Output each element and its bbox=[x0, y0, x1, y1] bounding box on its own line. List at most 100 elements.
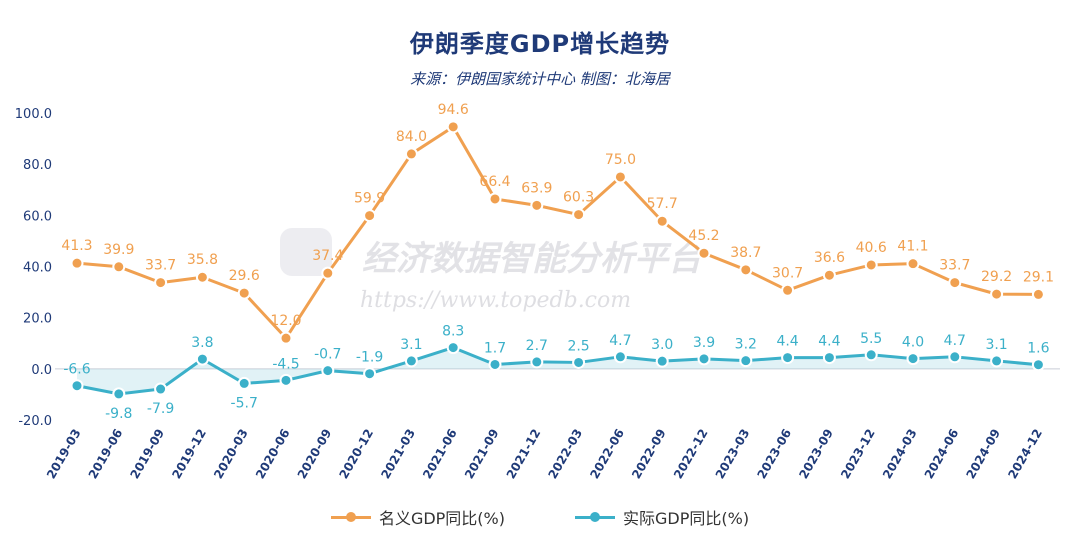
real-data-label: -4.5 bbox=[272, 356, 299, 372]
real-point bbox=[990, 354, 1004, 368]
nominal-data-label: 57.7 bbox=[647, 196, 678, 212]
nominal-point bbox=[655, 214, 669, 228]
real-data-label: 8.3 bbox=[442, 324, 464, 340]
nominal-point bbox=[613, 170, 627, 184]
legend: 名义GDP同比(%) 实际GDP同比(%) bbox=[0, 505, 1080, 529]
real-data-label: 1.6 bbox=[1027, 341, 1049, 357]
real-data-label: 3.0 bbox=[651, 337, 673, 353]
real-area-fill bbox=[77, 347, 1039, 394]
real-point bbox=[488, 357, 502, 371]
nominal-point bbox=[530, 198, 544, 212]
x-tick-label: 2021-09 bbox=[462, 427, 502, 482]
x-tick-label: 2023-12 bbox=[838, 427, 878, 482]
real-data-label: 3.8 bbox=[191, 335, 213, 351]
watermark-logo bbox=[280, 228, 332, 276]
real-data-label: 3.1 bbox=[985, 337, 1007, 353]
chart-subtitle: 来源：伊朗国家统计中心 制图：北海居 bbox=[410, 70, 670, 88]
x-tick-label: 2020-03 bbox=[211, 427, 251, 482]
nominal-point bbox=[990, 287, 1004, 301]
x-tick-label: 2024-12 bbox=[1005, 427, 1045, 482]
x-tick-label: 2020-12 bbox=[337, 427, 377, 482]
legend-item-nominal[interactable]: 名义GDP同比(%) bbox=[330, 505, 505, 529]
real-point bbox=[446, 341, 460, 355]
real-data-label: 4.7 bbox=[944, 333, 966, 349]
nominal-data-label: 75.0 bbox=[605, 152, 636, 168]
nominal-point bbox=[906, 257, 920, 271]
real-point bbox=[363, 367, 377, 381]
nominal-point bbox=[279, 331, 293, 345]
nominal-point bbox=[446, 120, 460, 134]
real-gdp-area bbox=[77, 347, 1039, 394]
nominal-data-label: 30.7 bbox=[772, 265, 803, 281]
legend-label-real: 实际GDP同比(%) bbox=[623, 509, 750, 528]
x-tick-label: 2024-09 bbox=[964, 427, 1004, 482]
legend-label-nominal: 名义GDP同比(%) bbox=[378, 509, 505, 528]
x-tick-label: 2021-12 bbox=[504, 427, 544, 482]
x-tick-label: 2019-12 bbox=[169, 427, 209, 482]
nominal-data-label: 41.3 bbox=[61, 238, 92, 254]
real-data-label: 3.1 bbox=[400, 337, 422, 353]
real-point bbox=[70, 379, 84, 393]
x-tick-label: 2023-09 bbox=[796, 427, 836, 482]
x-tick-label: 2022-06 bbox=[587, 427, 627, 482]
real-point bbox=[321, 364, 335, 378]
nominal-data-label: 66.4 bbox=[479, 174, 510, 190]
real-point bbox=[195, 352, 209, 366]
x-tick-label: 2019-06 bbox=[86, 427, 126, 482]
y-tick-label: 20.0 bbox=[23, 312, 52, 327]
real-point bbox=[697, 352, 711, 366]
x-tick-label: 2023-06 bbox=[755, 427, 795, 482]
x-tick-label: 2022-09 bbox=[629, 427, 669, 482]
legend-item-real[interactable]: 实际GDP同比(%) bbox=[575, 505, 749, 529]
y-tick-label: 80.0 bbox=[23, 158, 52, 173]
x-tick-label: 2020-09 bbox=[295, 427, 335, 482]
nominal-point bbox=[154, 276, 168, 290]
real-point bbox=[655, 354, 669, 368]
nominal-data-label: 12.0 bbox=[270, 313, 301, 329]
x-tick-label: 2023-03 bbox=[713, 427, 753, 482]
x-tick-label: 2021-03 bbox=[378, 427, 418, 482]
x-tick-label: 2022-03 bbox=[546, 427, 586, 482]
nominal-data-label: 37.4 bbox=[312, 248, 343, 264]
x-tick-label: 2019-03 bbox=[44, 427, 84, 482]
nominal-data-label: 94.6 bbox=[438, 102, 469, 118]
real-data-label: -7.9 bbox=[147, 401, 174, 417]
nominal-point bbox=[195, 270, 209, 284]
legend-swatch-real bbox=[575, 510, 615, 524]
nominal-data-label: 39.9 bbox=[103, 242, 134, 258]
real-point bbox=[530, 355, 544, 369]
nominal-data-label: 38.7 bbox=[730, 245, 761, 261]
nominal-point bbox=[1031, 287, 1045, 301]
real-data-label: -9.8 bbox=[105, 406, 132, 422]
watermark-url: https://www.topedb.com bbox=[360, 288, 631, 313]
x-tick-label: 2024-03 bbox=[880, 427, 920, 482]
nominal-point bbox=[572, 208, 586, 222]
watermark: 经济数据智能分析平台 https://www.topedb.com bbox=[280, 228, 704, 313]
real-point bbox=[237, 376, 251, 390]
real-point bbox=[613, 350, 627, 364]
real-data-label: 2.7 bbox=[526, 338, 548, 354]
series-points bbox=[70, 120, 1045, 401]
nominal-data-label: 59.9 bbox=[354, 191, 385, 207]
legend-swatch-nominal bbox=[330, 510, 371, 524]
nominal-data-label: 33.7 bbox=[145, 258, 176, 274]
nominal-point bbox=[70, 256, 84, 270]
nominal-point bbox=[237, 286, 251, 300]
real-data-label: 2.5 bbox=[567, 338, 589, 354]
real-line bbox=[76, 346, 1039, 396]
nominal-point bbox=[739, 263, 753, 277]
nominal-point bbox=[822, 268, 836, 282]
nominal-data-label: 40.6 bbox=[856, 240, 887, 256]
nominal-point bbox=[112, 260, 126, 274]
real-data-label: 4.0 bbox=[902, 335, 924, 351]
real-data-label: 1.7 bbox=[484, 340, 506, 356]
nominal-data-label: 35.8 bbox=[187, 252, 218, 268]
y-tick-label: 100.0 bbox=[15, 107, 52, 122]
series-lines bbox=[76, 125, 1039, 396]
real-point bbox=[906, 352, 920, 366]
real-data-label: 4.7 bbox=[609, 333, 631, 349]
real-point bbox=[864, 348, 878, 362]
y-tick-label: 60.0 bbox=[23, 209, 52, 224]
nominal-data-label: 41.1 bbox=[897, 239, 928, 255]
